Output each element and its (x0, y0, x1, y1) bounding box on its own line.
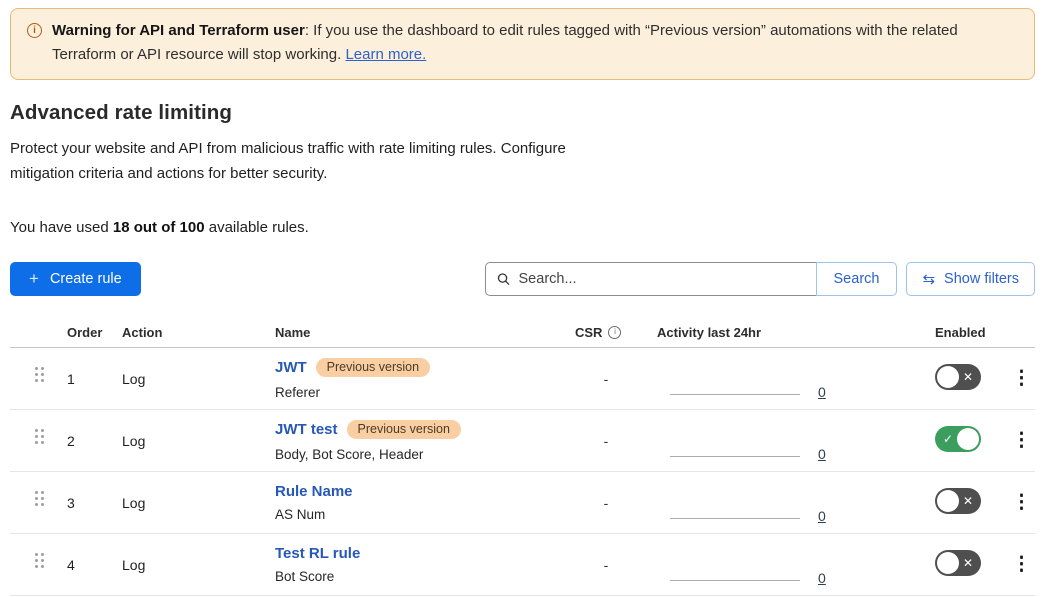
name-cell: JWT test Previous version Body, Bot Score… (265, 419, 565, 463)
previous-version-badge: Previous version (315, 357, 431, 378)
order-cell: 3 (67, 494, 75, 511)
learn-more-link[interactable]: Learn more. (345, 46, 427, 63)
search-button[interactable]: Search (815, 262, 898, 297)
action-cell: Log (122, 556, 146, 573)
drag-grip-icon (35, 490, 38, 494)
rule-criteria: Body, Bot Score, Header (275, 447, 424, 463)
header-order: Order (67, 324, 103, 340)
table-row: 1 Log JWT Previous version Referer - 0 ✕ … (10, 348, 1035, 411)
csr-cell: - (603, 432, 609, 449)
warning-banner: i Warning for API and Terraform user: If… (10, 8, 1035, 80)
activity-count-link[interactable]: 0 (818, 570, 826, 587)
drag-grip-icon (35, 366, 38, 370)
warning-body: If you use the dashboard to edit rules t… (52, 22, 958, 63)
rule-name-link[interactable]: Rule Name (275, 483, 353, 501)
search-group: Search ⇆ Show filters (484, 262, 1035, 297)
toggle-knob (937, 552, 959, 575)
activity-cell: 0 (647, 472, 925, 533)
name-cell: Test RL rule Bot Score (265, 546, 565, 584)
activity-sparkline (670, 394, 800, 396)
drag-grip-icon (35, 428, 38, 432)
menu-cell: ⋮ (1000, 429, 1035, 452)
create-rule-button[interactable]: + Create rule (10, 262, 141, 297)
menu-cell: ⋮ (1000, 491, 1035, 514)
activity-cell: 0 (647, 348, 925, 409)
header-action: Action (122, 324, 163, 340)
toggle-mark-icon: ✕ (962, 494, 973, 509)
page-description: Protect your website and API from malici… (10, 140, 566, 183)
rule-name-link[interactable]: Test RL rule (275, 545, 361, 563)
activity-count-link[interactable]: 0 (818, 508, 826, 525)
toggle-mark-icon: ✓ (943, 432, 954, 447)
table-row: 2 Log JWT test Previous version Body, Bot… (10, 410, 1035, 473)
header-enabled: Enabled (935, 324, 986, 340)
rule-criteria: Referer (275, 385, 321, 401)
rule-name-link[interactable]: JWT (275, 359, 307, 377)
table-header: Order Action Name CSR i Activity last 24h… (10, 317, 1035, 349)
order-cell: 4 (67, 556, 75, 573)
enabled-cell: ✕ (925, 364, 1000, 393)
activity-sparkline (670, 580, 800, 582)
warning-info-icon: i (27, 23, 42, 38)
csr-info-icon[interactable]: i (608, 325, 622, 339)
action-cell: Log (122, 370, 146, 387)
swap-arrows-icon: ⇆ (922, 270, 936, 288)
warning-text: Warning for API and Terraform user: If y… (52, 22, 958, 63)
previous-version-badge: Previous version (346, 419, 461, 440)
search-input[interactable] (518, 271, 805, 288)
action-cell: Log (122, 494, 146, 511)
kebab-menu-icon[interactable]: ⋮ (1012, 368, 1031, 390)
order-cell: 1 (67, 370, 75, 387)
order-cell: 2 (67, 432, 75, 449)
kebab-menu-icon[interactable]: ⋮ (1012, 430, 1031, 452)
usage-summary: You have used 18 out of 100 available ru… (10, 219, 309, 237)
activity-cell: 0 (647, 410, 925, 471)
header-name: Name (275, 324, 311, 340)
name-cell: Rule Name AS Num (265, 484, 565, 522)
table-row: 3 Log Rule Name AS Num - 0 ✕ ⋮ (10, 472, 1035, 535)
activity-count-link[interactable]: 0 (818, 384, 826, 401)
action-cell: Log (122, 432, 146, 449)
toggle-knob (937, 490, 959, 513)
toolbar: + Create rule Search ⇆ Show filters (10, 262, 1035, 297)
activity-sparkline (670, 456, 800, 458)
rules-table: Order Action Name CSR i Activity last 24h… (10, 317, 1035, 597)
toggle-mark-icon: ✕ (962, 556, 973, 571)
name-cell: JWT Previous version Referer (265, 357, 565, 401)
enabled-cell: ✕ (925, 550, 1000, 579)
rule-name-link[interactable]: JWT test (275, 421, 338, 439)
usage-count: 18 out of 100 (112, 219, 205, 237)
enabled-toggle[interactable]: ✕ (935, 550, 981, 577)
kebab-menu-icon[interactable]: ⋮ (1012, 492, 1031, 514)
toggle-knob (937, 366, 959, 389)
plus-icon: + (29, 269, 39, 289)
csr-cell: - (603, 494, 609, 511)
table-row: 4 Log Test RL rule Bot Score - 0 ✕ ⋮ (10, 534, 1035, 597)
menu-cell: ⋮ (1000, 367, 1035, 390)
enabled-cell: ✓ (925, 426, 1000, 455)
header-csr: CSR i (565, 325, 647, 340)
csr-cell: - (603, 556, 609, 573)
enabled-toggle[interactable]: ✕ (935, 488, 981, 515)
csr-cell: - (603, 370, 609, 387)
activity-count-link[interactable]: 0 (818, 446, 826, 463)
enabled-cell: ✕ (925, 488, 1000, 517)
warning-title: Warning for API and Terraform user (52, 22, 305, 39)
rule-criteria: AS Num (275, 507, 326, 523)
activity-sparkline (670, 518, 800, 520)
toggle-mark-icon: ✕ (962, 370, 973, 385)
header-activity: Activity last 24hr (657, 324, 762, 340)
show-filters-button[interactable]: ⇆ Show filters (906, 262, 1035, 297)
kebab-menu-icon[interactable]: ⋮ (1012, 554, 1031, 576)
enabled-toggle[interactable]: ✕ (935, 364, 981, 391)
enabled-toggle[interactable]: ✓ (935, 426, 981, 453)
search-box (484, 262, 817, 297)
page-title: Advanced rate limiting (10, 101, 233, 124)
toggle-knob (957, 428, 979, 451)
rule-criteria: Bot Score (275, 569, 335, 585)
menu-cell: ⋮ (1000, 553, 1035, 576)
drag-grip-icon (35, 552, 38, 556)
activity-cell: 0 (647, 534, 925, 595)
search-icon (497, 273, 510, 286)
